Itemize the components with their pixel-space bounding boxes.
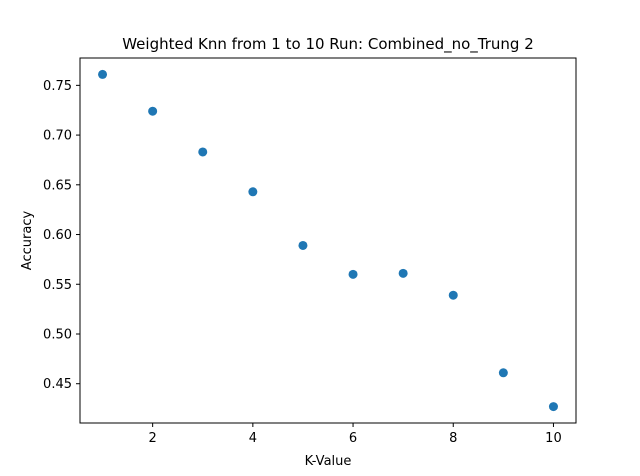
- y-axis-label: Accuracy: [20, 211, 35, 271]
- y-axis-ticks: 0.45 0.50 0.55 0.60 0.65 0.70 0.75: [43, 79, 80, 392]
- data-point: [348, 269, 358, 279]
- x-tick-label: 8: [449, 431, 457, 446]
- y-tick-label: 0.60: [43, 228, 72, 243]
- data-point: [298, 240, 308, 250]
- data-point: [148, 106, 158, 116]
- y-tick-label: 0.65: [43, 178, 72, 193]
- y-tick-label: 0.75: [43, 79, 72, 94]
- axes: [79, 57, 577, 424]
- x-tick-label: 10: [545, 431, 562, 446]
- data-point: [448, 290, 458, 300]
- data-point: [548, 402, 558, 412]
- data-point: [498, 368, 508, 378]
- x-tick-label: 6: [349, 431, 357, 446]
- y-tick-label: 0.50: [43, 327, 72, 342]
- y-tick-label: 0.45: [43, 377, 72, 392]
- x-tick-label: 4: [249, 431, 257, 446]
- data-point: [398, 268, 408, 278]
- data-point: [198, 147, 208, 157]
- plot-frame: [79, 57, 577, 424]
- data-point: [98, 69, 108, 79]
- y-tick-label: 0.70: [43, 129, 72, 144]
- x-axis-ticks: 2 4 6 8 10: [149, 423, 562, 446]
- x-tick-label: 2: [149, 431, 157, 446]
- y-tick-label: 0.55: [43, 278, 72, 293]
- data-point: [248, 187, 258, 197]
- data-points: [98, 69, 558, 412]
- x-axis-label: K-Value: [305, 454, 352, 469]
- chart-title: Weighted Knn from 1 to 10 Run: Combined_…: [122, 35, 534, 54]
